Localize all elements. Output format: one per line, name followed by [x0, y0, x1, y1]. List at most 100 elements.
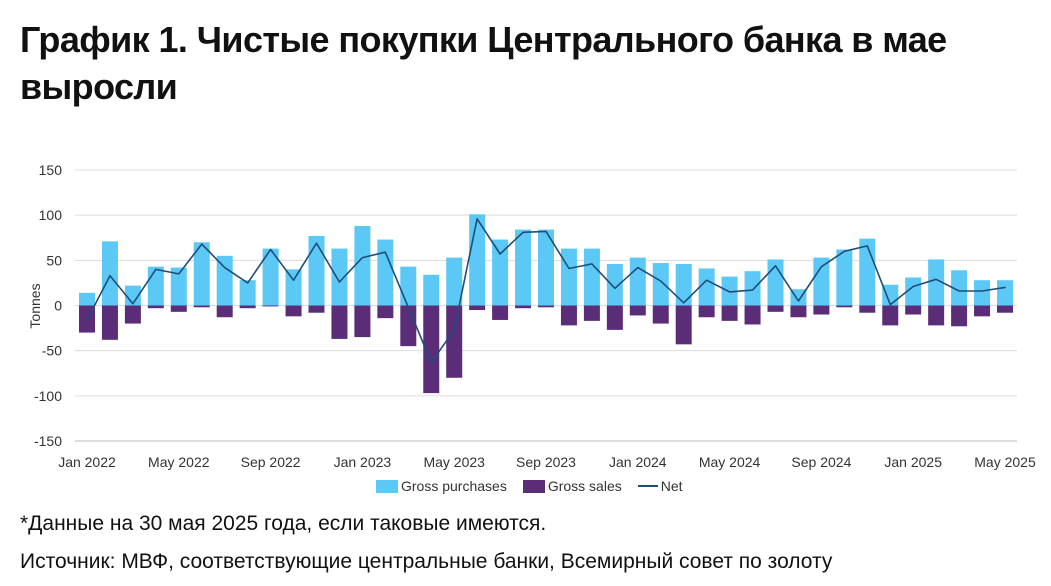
source-note: Источник: МВФ, соответствующие центральн… — [20, 550, 833, 573]
gross-purchases-bar — [997, 280, 1013, 306]
x-tick-label: Sep 2024 — [791, 454, 851, 470]
legend-item-gross-sales: Gross sales — [522, 478, 622, 494]
gross-sales-bar — [836, 305, 853, 308]
gross-purchases-bar — [629, 257, 646, 306]
y-tick-label: -50 — [42, 343, 62, 359]
x-tick-label: Jan 2023 — [334, 454, 392, 470]
gross-sales-bar — [675, 305, 692, 345]
gross-purchases-bar — [79, 292, 95, 306]
gross-sales-bar — [308, 305, 325, 313]
gross-purchases-bar — [124, 285, 141, 306]
gross-sales-bar — [813, 305, 830, 315]
gross-sales-bar — [285, 305, 302, 317]
gross-sales-bar — [469, 305, 486, 311]
gross-purchases-bar — [744, 271, 761, 306]
x-tick-label: May 2024 — [699, 454, 761, 470]
x-tick-label: Sep 2022 — [241, 454, 301, 470]
gross-sales-bar — [560, 305, 577, 326]
y-tick-label: -100 — [34, 388, 62, 404]
gross-sales-bar — [400, 305, 417, 347]
x-tick-label: Jan 2025 — [884, 454, 942, 470]
gross-purchases-bar — [377, 239, 394, 306]
gross-purchases-bar — [446, 257, 463, 306]
y-tick-label: 100 — [39, 207, 63, 223]
y-tick-label: 150 — [39, 162, 63, 178]
chart-title: График 1. Чистые покупки Центрального ба… — [20, 19, 947, 107]
gross-sales-bar — [744, 305, 761, 325]
gross-sales-bar — [515, 305, 532, 309]
x-tick-label: Jan 2024 — [609, 454, 667, 470]
x-tick-label: May 2023 — [423, 454, 485, 470]
legend-label-gross-purchases: Gross purchases — [401, 478, 507, 494]
gross-purchases-bar — [262, 248, 279, 306]
gross-sales-bar — [354, 305, 371, 338]
gross-purchases-bar — [354, 226, 371, 306]
gross-purchases-bar — [216, 255, 233, 306]
gross-sales-bar — [538, 305, 554, 308]
gross-sales-bar — [101, 305, 118, 340]
gross-sales-bar — [216, 305, 233, 318]
gross-purchases-bar — [836, 249, 853, 306]
chart-legend: Gross purchases Gross sales Net — [376, 478, 683, 494]
gross-purchases-bar — [331, 248, 348, 306]
gross-purchases-bar — [285, 269, 302, 306]
legend-swatch-gross-purchases — [376, 479, 398, 493]
gross-purchases-bar — [560, 248, 577, 306]
gross-sales-bar — [239, 305, 256, 309]
x-tick-label: Sep 2023 — [516, 454, 576, 470]
gross-purchases-bar — [101, 241, 118, 306]
gross-sales-bar — [193, 305, 210, 308]
gross-sales-bar — [859, 305, 876, 313]
gross-purchases-bar — [170, 267, 187, 306]
gross-sales-bar — [583, 305, 600, 321]
legend-swatch-net — [637, 485, 658, 487]
y-tick-label: 50 — [46, 252, 62, 268]
legend-swatch-gross-sales — [522, 479, 545, 493]
gross-purchases-bar — [515, 229, 532, 306]
gross-sales-bar — [698, 305, 715, 318]
x-tick-label: Jan 2022 — [58, 454, 116, 470]
gross-purchases-bar — [951, 270, 968, 306]
gross-purchases-bar — [813, 257, 830, 306]
legend-item-net: Net — [637, 478, 683, 494]
gross-purchases-bar — [859, 238, 876, 306]
gross-purchases-bar — [193, 242, 210, 306]
gross-purchases-bar — [400, 266, 417, 306]
gross-sales-bar — [974, 305, 991, 317]
legend-label-gross-sales: Gross sales — [547, 478, 622, 494]
gross-purchases-bar — [606, 263, 623, 306]
gross-sales-bar — [652, 305, 669, 324]
gross-purchases-bar — [239, 280, 256, 306]
gross-purchases-bar — [308, 235, 325, 306]
gross-purchases-bar — [147, 266, 164, 306]
gross-sales-bar — [882, 305, 899, 326]
y-tick-label: 0 — [54, 298, 62, 314]
gross-sales-bar — [377, 305, 394, 319]
gross-purchases-bar — [492, 239, 509, 306]
gross-purchases-bar — [675, 263, 692, 306]
gross-sales-bar — [629, 305, 646, 316]
gross-purchases-bar — [583, 248, 600, 306]
legend-label-net: Net — [660, 478, 683, 494]
net-line — [86, 218, 1006, 364]
y-axis-label: Tonnes — [27, 283, 43, 328]
y-tick-label: -150 — [34, 433, 62, 449]
gross-sales-bar — [331, 305, 348, 339]
gross-sales-bar — [767, 305, 784, 312]
gross-purchases-bar — [652, 263, 669, 306]
gross-sales-bar — [423, 305, 440, 394]
gross-sales-bar — [262, 305, 279, 307]
x-tick-label: May 2025 — [974, 454, 1036, 470]
gross-sales-bar — [124, 305, 141, 324]
gross-sales-bar — [928, 305, 945, 326]
gross-purchases-bar — [928, 259, 945, 306]
gross-sales-bar — [492, 305, 509, 320]
x-tick-label: May 2022 — [148, 454, 210, 470]
gross-sales-bar — [905, 305, 922, 315]
gross-purchases-bar — [698, 268, 715, 306]
gross-sales-bar — [147, 305, 164, 309]
gross-sales-bar — [446, 305, 463, 378]
gross-sales-bar — [790, 305, 807, 318]
gross-purchases-bar — [790, 289, 807, 306]
